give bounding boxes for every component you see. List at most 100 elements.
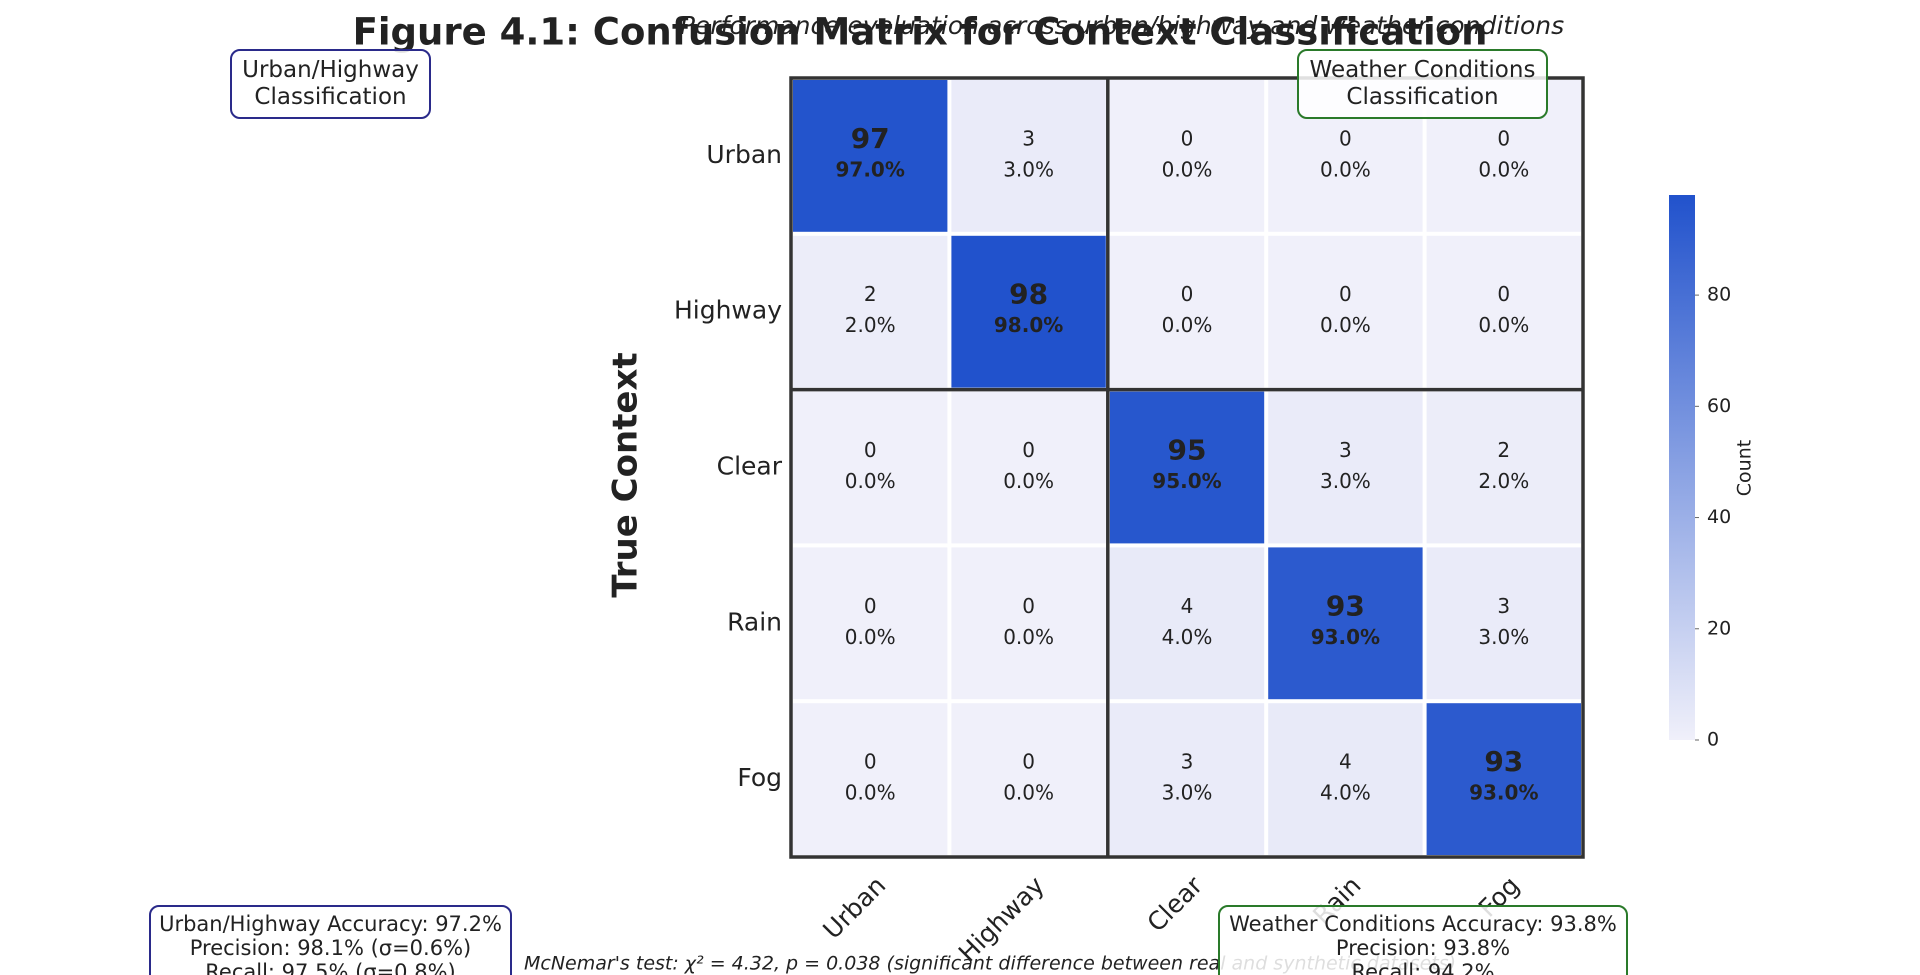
heatmap-cell — [951, 391, 1106, 544]
cell-percent: 3.0% — [1162, 781, 1213, 805]
cell-percent: 0.0% — [1478, 157, 1529, 181]
heatmap-cell — [1109, 80, 1265, 232]
cell-percent: 4.0% — [1320, 781, 1371, 805]
heatmap-cell — [1109, 703, 1265, 855]
cell-value: 0 — [1497, 282, 1510, 306]
cell-percent: 97.0% — [836, 157, 905, 181]
row-label: Urban — [706, 140, 782, 169]
annotation-text: Recall: 97.5% (σ=0.8%) — [205, 960, 455, 975]
heatmap-cell — [1109, 547, 1265, 700]
cell-percent: 95.0% — [1152, 469, 1221, 493]
cell-percent: 4.0% — [1162, 625, 1213, 649]
heatmap-cell — [793, 391, 948, 544]
heatmap-cell — [1268, 235, 1423, 388]
row-label: Highway — [674, 296, 782, 325]
cell-percent: 93.0% — [1311, 625, 1380, 649]
colorbar-tick-label: 80 — [1707, 284, 1731, 306]
cell-value: 0 — [1339, 126, 1352, 150]
row-label: Fog — [737, 763, 782, 792]
cell-value: 2 — [864, 282, 877, 306]
cell-percent: 0.0% — [845, 469, 896, 493]
heatmap-cell — [1268, 703, 1423, 855]
heatmap-cell — [793, 80, 948, 232]
heatmap-cell — [793, 703, 948, 855]
cell-percent: 0.0% — [1162, 157, 1213, 181]
heatmap-cell — [793, 547, 948, 700]
annotation-box — [1218, 905, 1628, 975]
heatmap-cell — [1109, 391, 1265, 544]
column-label: Urban — [817, 871, 891, 945]
cell-value: 0 — [864, 438, 877, 462]
cell-value: 0 — [1022, 594, 1035, 618]
annotation-text: Urban/Highway — [242, 57, 419, 83]
cell-value: 93 — [1484, 745, 1523, 778]
cell-percent: 0.0% — [1478, 313, 1529, 337]
heatmap-cell — [1426, 547, 1581, 700]
annotation-text: Precision: 93.8% — [1336, 936, 1510, 960]
heatmap-cell — [951, 80, 1106, 232]
cell-percent: 0.0% — [1003, 781, 1054, 805]
colorbar — [1669, 195, 1695, 740]
cell-value: 95 — [1168, 434, 1207, 467]
cell-value: 3 — [1497, 594, 1510, 618]
cell-percent: 0.0% — [845, 625, 896, 649]
colorbar-tick-label: 0 — [1707, 729, 1719, 751]
annotation-text: Weather Conditions Accuracy: 93.8% — [1229, 912, 1617, 936]
heatmap-cell — [951, 235, 1106, 388]
heatmap-cell — [1426, 703, 1581, 855]
annotation-text: Weather Conditions — [1310, 57, 1536, 83]
annotation-box — [149, 905, 512, 975]
cell-percent: 0.0% — [1320, 157, 1371, 181]
heatmap-cell — [951, 703, 1106, 855]
annotation-box — [1297, 49, 1548, 119]
heatmap-cell — [1426, 235, 1581, 388]
y-axis-label: True Context — [606, 352, 646, 597]
heatmap-cell — [951, 547, 1106, 700]
cell-value: 0 — [864, 750, 877, 774]
cell-percent: 2.0% — [1478, 469, 1529, 493]
colorbar-tick-label: 40 — [1707, 506, 1731, 528]
annotation-text: Precision: 98.1% (σ=0.6%) — [190, 936, 471, 960]
cell-value: 3 — [1022, 126, 1035, 150]
matrix-border — [789, 76, 1585, 859]
heatmap-cell — [793, 235, 948, 388]
heatmap-cell — [1268, 547, 1423, 700]
heatmap-cell — [1426, 391, 1581, 544]
cell-value: 0 — [1181, 126, 1194, 150]
heatmap-cell — [1109, 235, 1265, 388]
annotation-text: Urban/Highway Accuracy: 97.2% — [159, 912, 502, 936]
cell-percent: 0.0% — [845, 781, 896, 805]
cell-percent: 3.0% — [1320, 469, 1371, 493]
annotation-text: Recall: 94.2% — [1351, 960, 1494, 975]
annotation-text: Classification — [254, 84, 406, 110]
cell-value: 4 — [1181, 594, 1194, 618]
cell-value: 93 — [1326, 589, 1365, 622]
heatmap-cell — [1268, 391, 1423, 544]
cell-percent: 3.0% — [1478, 625, 1529, 649]
cell-percent: 0.0% — [1320, 313, 1371, 337]
cell-value: 0 — [1022, 438, 1035, 462]
row-label: Rain — [727, 607, 782, 636]
cell-percent: 93.0% — [1469, 781, 1538, 805]
chart-subtitle: Performance evaluation across urban/high… — [680, 11, 1564, 40]
cell-percent: 98.0% — [994, 313, 1063, 337]
cell-value: 0 — [1497, 126, 1510, 150]
cell-value: 0 — [1339, 282, 1352, 306]
cell-value: 3 — [1339, 438, 1352, 462]
cell-value: 3 — [1181, 750, 1194, 774]
cell-value: 98 — [1009, 278, 1048, 311]
chart-title: Figure 4.1: Confusion Matrix for Context… — [353, 11, 1488, 54]
annotation-text: Classification — [1346, 84, 1498, 110]
cell-value: 4 — [1339, 750, 1352, 774]
cell-value: 2 — [1497, 438, 1510, 462]
annotation-box — [230, 49, 431, 119]
cell-percent: 0.0% — [1003, 469, 1054, 493]
cell-percent: 2.0% — [845, 313, 896, 337]
cell-percent: 0.0% — [1003, 625, 1054, 649]
row-label: Clear — [717, 452, 783, 481]
cell-value: 97 — [851, 122, 890, 155]
cell-value: 0 — [1022, 750, 1035, 774]
column-label: Clear — [1141, 870, 1208, 937]
